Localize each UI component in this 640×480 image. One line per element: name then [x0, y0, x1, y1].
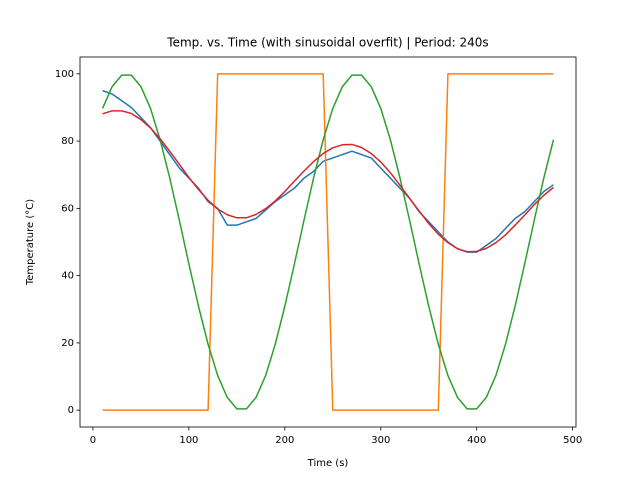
x-tick-label: 0 [90, 435, 96, 446]
x-tick-label: 400 [467, 435, 486, 446]
x-axis-label: Time (s) [307, 458, 349, 469]
plot-frame [79, 56, 577, 428]
y-tick-label: 0 [68, 405, 74, 416]
y-tick-label: 40 [61, 271, 74, 282]
y-tick-label: 80 [61, 136, 74, 147]
x-tick-label: 500 [563, 435, 582, 446]
chart-title: Temp. vs. Time (with sinusoidal overfit)… [166, 36, 488, 50]
y-tick-label: 20 [61, 338, 74, 349]
series-line [102, 110, 554, 253]
y-tick-label: 100 [55, 69, 74, 80]
x-tick-label: 300 [371, 435, 390, 446]
series-line [102, 73, 554, 411]
x-tick-label: 100 [179, 435, 198, 446]
y-tick-label: 60 [61, 203, 74, 214]
x-tick-label: 200 [275, 435, 294, 446]
series-line [101, 74, 555, 410]
y-axis-label: Temperature (°C) [25, 199, 36, 286]
